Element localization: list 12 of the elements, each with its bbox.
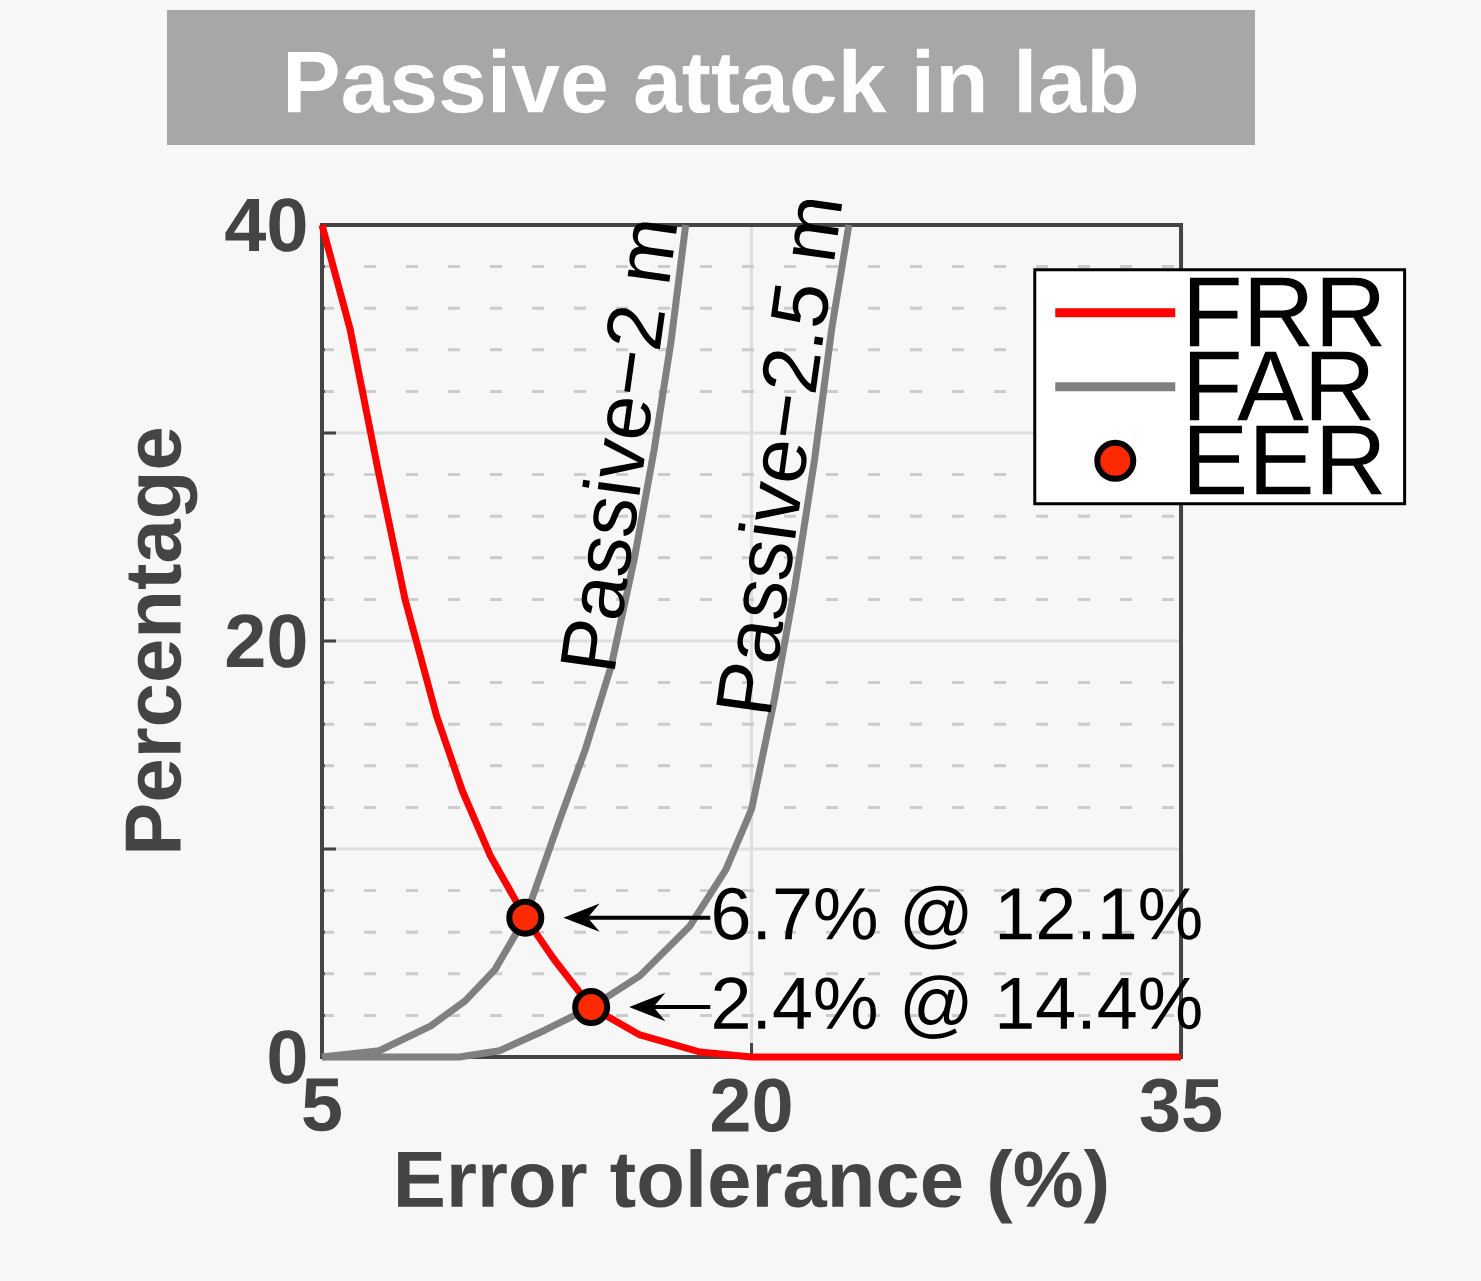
annotation: Passive−2 m [560,222,678,670]
y-tick-label: 40 [225,198,306,252]
x-axis-title: Error tolerance (%) [398,1149,1107,1224]
y-tick-label: 20 [226,614,306,668]
x-tick-label: 35 [1140,1078,1222,1133]
legend-label: FRR [1189,277,1382,347]
legend-label: FAR [1189,351,1371,421]
chart-title: Passive attack in lab [288,48,1137,114]
annotation: Passive−2.5 m [716,200,843,713]
y-axis-title: Percentage [125,428,198,851]
legend-label: EER [1189,425,1382,495]
x-tick-label: 20 [712,1078,791,1133]
